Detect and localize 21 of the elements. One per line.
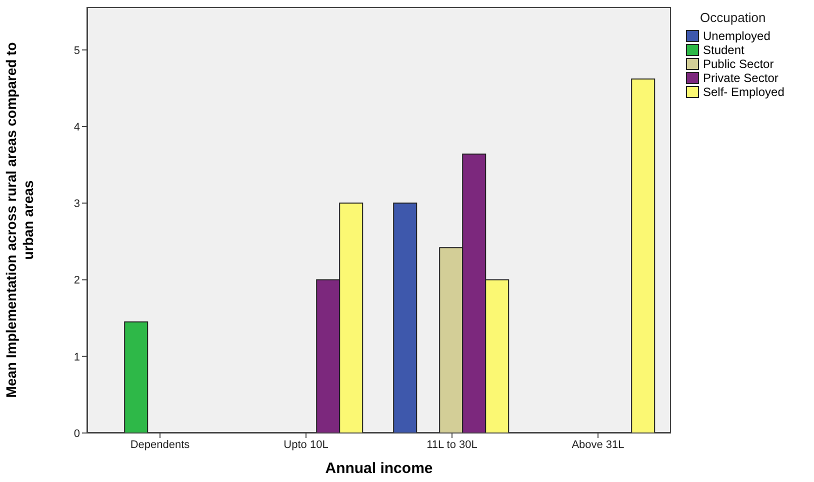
x-axis-title: Annual income [324,460,434,477]
x-tick-label: Above 31L [572,438,624,451]
legend-label: Unemployed [703,29,770,43]
x-tick-label: Upto 10L [284,438,328,451]
x-tick-label: Dependents [130,438,190,451]
legend-label: Public Sector [703,57,774,71]
y-tick-label: 5 [74,44,80,57]
bar [393,202,418,433]
y-tick-label: 0 [74,428,80,440]
legend-label: Student [703,43,744,57]
y-tick-label: 4 [74,121,80,134]
y-axis-title: Mean Implementation across rural areas compared to urban areas [2,41,37,400]
y-tick-label: 1 [74,351,80,364]
legend-label: Private Sector [703,71,778,85]
y-tick-label: 2 [74,274,80,287]
x-tick-label: 11L to 30L [426,438,478,451]
y-tick-label: 3 [74,198,80,210]
legend-title: Occupation [699,10,767,25]
bar [124,321,148,433]
bar [631,78,656,433]
legend-label: Self- Employed [703,85,784,99]
